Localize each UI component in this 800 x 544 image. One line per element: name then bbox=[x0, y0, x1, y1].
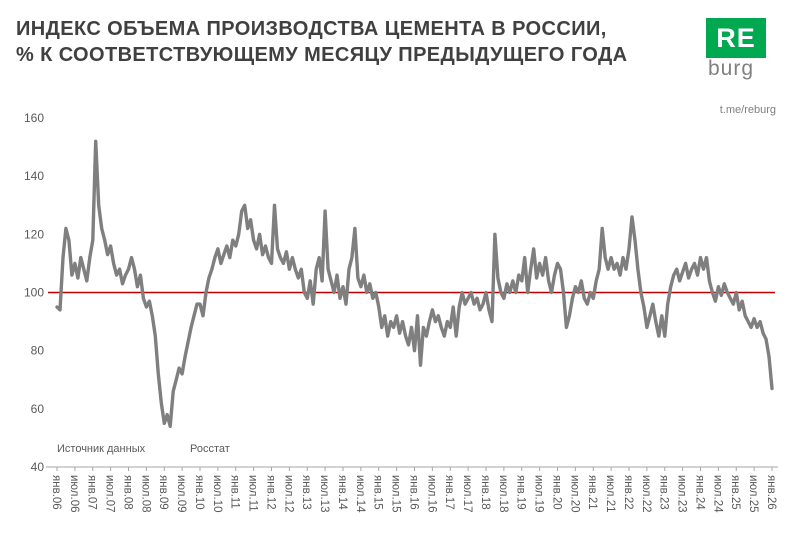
x-tick-label: янв.17 bbox=[443, 475, 455, 510]
x-tick-label: янв.14 bbox=[336, 475, 348, 510]
telegram-link-text: t.me/reburg bbox=[719, 104, 776, 116]
x-tick-label: июл.07 bbox=[104, 475, 116, 513]
x-tick-label: янв.22 bbox=[622, 475, 634, 510]
y-tick-label: 140 bbox=[24, 169, 44, 183]
page-title-line2: % К СООТВЕТСТВУЮЩЕМУ МЕСЯЦУ ПРЕДЫДУЩЕГО … bbox=[16, 44, 628, 66]
series-line bbox=[55, 139, 774, 428]
x-tick-label: июл.20 bbox=[568, 475, 580, 513]
x-tick-label: янв.19 bbox=[515, 475, 527, 510]
x-tick-label: янв.11 bbox=[229, 475, 241, 509]
y-tick-label: 80 bbox=[31, 344, 45, 358]
y-tick-label: 120 bbox=[24, 227, 44, 241]
x-tick-label: июл.13 bbox=[318, 475, 330, 513]
x-tick-label: янв.12 bbox=[264, 475, 276, 510]
x-tick-label: янв.13 bbox=[300, 475, 312, 510]
x-tick-label: июл.12 bbox=[282, 475, 294, 513]
x-tick-label: июл.25 bbox=[747, 475, 759, 513]
page-title-line1: ИНДЕКС ОБЪЕМА ПРОИЗВОДСТВА ЦЕМЕНТА В РОС… bbox=[16, 18, 607, 40]
x-tick-label: янв.25 bbox=[729, 475, 741, 510]
reburg-logo-burg-text: burg bbox=[708, 57, 755, 80]
x-tick-label: июл.06 bbox=[68, 475, 80, 513]
x-tick-label: янв.26 bbox=[765, 475, 777, 510]
x-tick-label: июл.08 bbox=[139, 475, 151, 513]
y-tick-label: 60 bbox=[31, 402, 45, 416]
x-tick-label: янв.20 bbox=[550, 475, 562, 510]
x-tick-label: янв.10 bbox=[193, 475, 205, 510]
x-tick-label: июл.22 bbox=[640, 475, 652, 513]
x-tick-label: июл.19 bbox=[533, 475, 545, 513]
x-tick-label: янв.18 bbox=[479, 475, 491, 510]
x-tick-label: янв.09 bbox=[157, 475, 169, 510]
y-tick-label: 160 bbox=[24, 111, 44, 125]
x-tick-label: июл.17 bbox=[461, 475, 473, 513]
reburg-logo-green-box: RE bbox=[706, 18, 766, 58]
x-tick-label: июл.16 bbox=[425, 475, 437, 513]
x-tick-label: янв.21 bbox=[586, 475, 598, 510]
x-tick-label: июл.10 bbox=[211, 475, 223, 513]
x-tick-label: июл.18 bbox=[497, 475, 509, 513]
x-tick-label: июл.23 bbox=[676, 475, 688, 513]
data-source-value: Росстат bbox=[190, 443, 230, 455]
page-title: ИНДЕКС ОБЪЕМА ПРОИЗВОДСТВА ЦЕМЕНТА В РОС… bbox=[16, 16, 627, 68]
x-tick-label: янв.16 bbox=[407, 475, 419, 510]
x-tick-label: июл.24 bbox=[711, 475, 723, 513]
x-tick-label: июл.15 bbox=[390, 475, 402, 513]
x-tick-label: июл.14 bbox=[354, 475, 366, 513]
y-tick-label: 40 bbox=[31, 460, 45, 474]
x-tick-label: янв.08 bbox=[121, 475, 133, 510]
x-tick-label: янв.23 bbox=[658, 475, 670, 510]
reburg-logo: RE burg bbox=[706, 18, 768, 80]
x-tick-label: июл.11 bbox=[247, 475, 259, 512]
x-tick-label: янв.06 bbox=[50, 475, 62, 510]
y-tick-label: 100 bbox=[24, 286, 44, 300]
x-tick-label: янв.07 bbox=[86, 475, 98, 510]
x-tick-label: янв.15 bbox=[372, 475, 384, 510]
x-tick-label: июл.09 bbox=[175, 475, 187, 513]
x-tick-label: янв.24 bbox=[693, 475, 705, 510]
x-tick-label: июл.21 bbox=[604, 475, 616, 513]
data-source-label: Источник данных bbox=[57, 443, 146, 455]
